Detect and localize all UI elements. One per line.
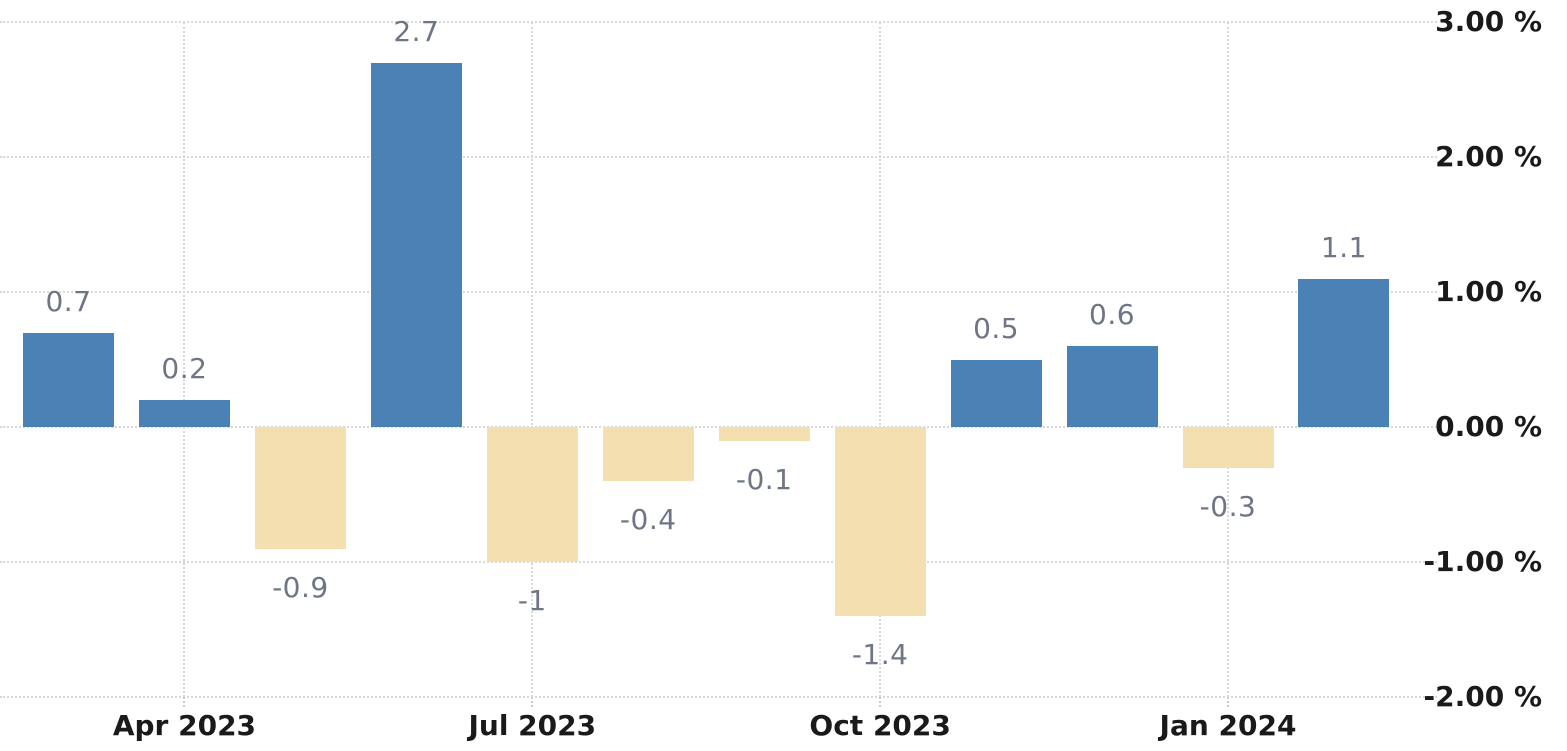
- bar-value-label: 0.2: [161, 352, 208, 385]
- bar-value-label: 1.1: [1320, 230, 1367, 264]
- bar-value-label: -0.4: [619, 503, 677, 536]
- bar-value-label: 0.5: [973, 311, 1020, 345]
- bar-value-label: -1: [517, 584, 547, 617]
- y-axis-label: 3.00 %: [1435, 5, 1542, 38]
- bar-positive: [1298, 278, 1390, 427]
- x-axis-tick: [1227, 697, 1229, 707]
- x-axis-label: Jan 2024: [1159, 709, 1297, 742]
- bar-negative: [254, 427, 346, 549]
- gridline-vertical: [1227, 22, 1229, 697]
- x-axis-label: Apr 2023: [112, 709, 257, 742]
- gridline-horizontal: [0, 21, 1437, 23]
- gridline-horizontal: [0, 561, 1437, 563]
- gridline-vertical: [183, 22, 186, 697]
- gridline-vertical: [531, 22, 534, 697]
- y-axis-label: -2.00 %: [1423, 680, 1542, 713]
- x-axis-label: Jul 2023: [468, 709, 597, 742]
- bar-value-label: -0.3: [1199, 489, 1257, 523]
- x-axis-tick: [183, 697, 186, 707]
- y-axis-label: -1.00 %: [1423, 545, 1542, 578]
- bar-positive: [950, 359, 1042, 427]
- gridline-vertical: [879, 22, 882, 697]
- x-axis-tick: [879, 697, 882, 707]
- bar-negative: [1182, 427, 1274, 468]
- gridline-horizontal: [0, 426, 1437, 428]
- bar-positive: [370, 62, 462, 427]
- bar-positive: [1066, 346, 1158, 427]
- y-axis-label: 2.00 %: [1435, 140, 1542, 173]
- bar-negative: [486, 427, 578, 562]
- bar-positive: [138, 400, 230, 427]
- gridline-horizontal: [0, 291, 1437, 293]
- bar-value-label: -0.9: [272, 570, 329, 604]
- bar-negative: [602, 427, 694, 481]
- bar-value-label: 2.7: [393, 14, 440, 48]
- gridline-horizontal: [0, 156, 1437, 158]
- bar-negative: [718, 427, 810, 441]
- bar-value-label: -0.1: [735, 462, 793, 496]
- x-axis-label: Oct 2023: [809, 709, 951, 742]
- gridline-horizontal: [0, 696, 1437, 698]
- bar-value-label: 0.6: [1089, 298, 1136, 331]
- y-axis-label: 1.00 %: [1435, 275, 1542, 308]
- bar-value-label: -1.4: [851, 638, 909, 671]
- x-axis-tick: [531, 697, 534, 707]
- bar-negative: [834, 427, 926, 616]
- bar-positive: [23, 332, 114, 427]
- y-axis-label: 0.00 %: [1435, 410, 1542, 443]
- bar-value-label: 0.7: [45, 284, 92, 318]
